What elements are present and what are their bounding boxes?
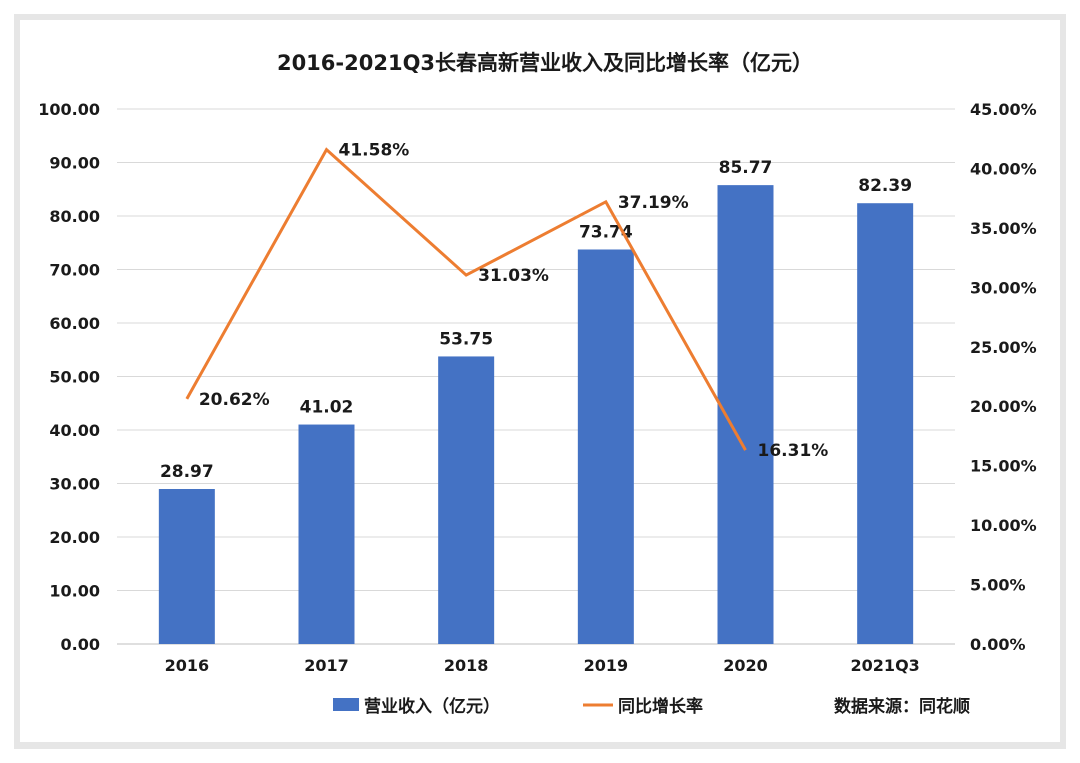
x-tick-label: 2019 xyxy=(584,656,629,675)
left-tick-label: 20.00 xyxy=(49,528,100,547)
x-tick-label: 2016 xyxy=(165,656,210,675)
x-tick-label: 2017 xyxy=(304,656,349,675)
right-tick-label: 20.00% xyxy=(970,397,1037,416)
left-tick-label: 90.00 xyxy=(49,154,100,173)
line-series: 20.62% 41.58% 31.03% 37.19% 16.31% xyxy=(185,141,829,461)
right-tick-label: 10.00% xyxy=(970,516,1037,535)
legend-swatch-revenue xyxy=(333,698,359,711)
bar-data-label: 82.39 xyxy=(858,176,912,196)
bar-data-label: 41.02 xyxy=(300,398,354,418)
legend-label-revenue: 营业收入（亿元） xyxy=(364,696,500,717)
bar xyxy=(438,356,495,644)
right-tick-label: 25.00% xyxy=(970,338,1037,357)
legend: 营业收入（亿元） 同比增长率 数据来源：同花顺 xyxy=(333,696,970,717)
right-tick-label: 35.00% xyxy=(970,219,1037,238)
right-tick-label: 5.00% xyxy=(970,576,1026,595)
line-data-label: 37.19% xyxy=(618,193,689,213)
x-tick-label: 2018 xyxy=(444,656,489,675)
source-note: 数据来源：同花顺 xyxy=(834,696,970,717)
chart-title: 2016-2021Q3长春高新营业收入及同比增长率（亿元） xyxy=(277,51,813,75)
bar xyxy=(577,249,634,644)
right-tick-label: 30.00% xyxy=(970,278,1037,297)
bar xyxy=(158,489,215,644)
left-tick-label: 10.00 xyxy=(49,582,100,601)
bar xyxy=(857,203,914,644)
left-tick-label: 50.00 xyxy=(49,368,100,387)
bar-series: 28.97 41.02 53.75 73.74 85.77 82.39 xyxy=(158,158,914,644)
right-tick-label: 40.00% xyxy=(970,159,1037,178)
line-data-label: 41.58% xyxy=(339,141,410,161)
bar-data-label: 28.97 xyxy=(160,462,214,482)
bar xyxy=(298,424,355,644)
right-tick-label: 0.00% xyxy=(970,635,1026,654)
left-tick-label: 0.00 xyxy=(61,635,100,654)
legend-label-growth: 同比增长率 xyxy=(618,696,703,717)
bar-data-label: 73.74 xyxy=(579,222,633,242)
left-tick-label: 30.00 xyxy=(49,475,100,494)
left-tick-label: 70.00 xyxy=(49,261,100,280)
left-tick-label: 60.00 xyxy=(49,314,100,333)
right-axis: 0.00% 5.00% 10.00% 15.00% 20.00% 25.00% 30.00%… xyxy=(970,100,1037,654)
x-tick-label: 2020 xyxy=(723,656,768,675)
x-axis: 2016 2017 2018 2019 2020 2021Q3 xyxy=(165,656,920,675)
left-tick-label: 40.00 xyxy=(49,421,100,440)
line-data-label: 31.03% xyxy=(478,266,549,286)
gridlines xyxy=(117,108,955,645)
bar-data-label: 53.75 xyxy=(439,329,493,349)
right-tick-label: 45.00% xyxy=(970,100,1037,119)
left-axis: 0.00 10.00 20.00 30.00 40.00 50.00 60.00 70.00 8… xyxy=(38,100,100,654)
line-data-label: 16.31% xyxy=(758,441,829,461)
left-tick-label: 100.00 xyxy=(38,100,100,119)
left-tick-label: 80.00 xyxy=(49,207,100,226)
right-tick-label: 15.00% xyxy=(970,457,1037,476)
bar-data-label: 85.77 xyxy=(719,158,773,178)
x-tick-label: 2021Q3 xyxy=(851,656,920,675)
line-data-label: 20.62% xyxy=(199,390,270,410)
